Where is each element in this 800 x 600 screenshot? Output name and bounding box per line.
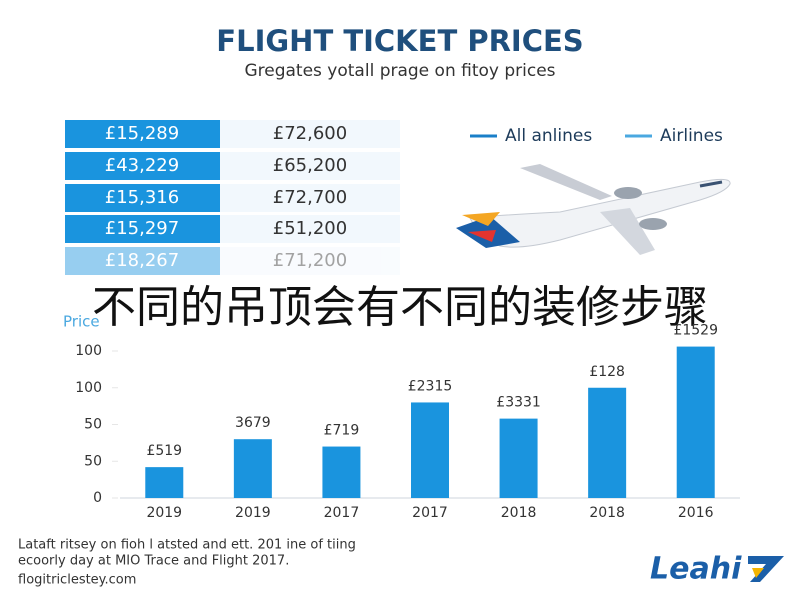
x-tick-label: 2017: [324, 505, 360, 521]
table-cell-text: £15,316: [105, 187, 179, 208]
title: FLIGHT TICKET PRICES: [216, 24, 583, 58]
table-cell: [65, 247, 220, 275]
x-tick-label: 2017: [412, 505, 448, 521]
price-table: £15,289 £72,600 £43,229 £65,200 £15,316 £72,7…: [65, 120, 400, 275]
table-cell-text: £65,200: [273, 155, 347, 176]
table-cell: [65, 152, 220, 180]
x-tick-label: 2018: [501, 505, 537, 521]
table-cell-text: £15,289: [105, 123, 179, 144]
footer-url: flogitriclestey.com: [18, 573, 136, 588]
logo: Leahi: [650, 552, 742, 587]
table-cell: [65, 215, 220, 243]
table-cell: [220, 247, 400, 275]
footer-note: ecoorly day at MIO Trace and Flight 2017…: [18, 554, 289, 569]
table-row: £15,316 £72,700: [65, 184, 400, 212]
subtitle: Gregates yotall prage on fitoy prices: [244, 61, 555, 81]
bar-annotation: £719: [324, 423, 360, 439]
footer-note: Lataft ritsey on fioh l atsted and ett. …: [18, 538, 356, 553]
table-cell: [220, 184, 400, 212]
table-cell: [220, 152, 400, 180]
airplane: [456, 164, 731, 255]
table-cell: [65, 120, 220, 148]
x-tick-label: 2019: [235, 505, 271, 521]
bar-annotation: £128: [589, 364, 625, 380]
table-cell-text: £15,297: [105, 218, 179, 239]
table-row: £15,297 £51,200: [65, 215, 400, 243]
y-tick-label: 0: [93, 490, 102, 506]
bar-annotation: £2315: [408, 378, 453, 394]
bar: [411, 402, 449, 498]
x-tick-label: 2018: [589, 505, 625, 521]
table-cell-text: £72,600: [273, 123, 347, 144]
x-tick-label: 2016: [678, 505, 714, 521]
table-cell: [65, 184, 220, 212]
y-tick-label: 50: [84, 453, 102, 469]
y-tick-label: 100: [75, 380, 102, 396]
bar: [145, 467, 184, 498]
table-row: £15,289 £72,600: [65, 120, 400, 148]
bar-annotation: £1529: [673, 323, 718, 339]
bar: [322, 446, 361, 498]
table-cell-text: £18,267: [105, 250, 179, 271]
table-cell-text: £43,229: [105, 155, 179, 176]
y-tick-label: 100: [75, 343, 102, 359]
table-cell-text: £72,700: [273, 187, 347, 208]
overlay-caption: 不同的吊顶会有不同的装修步骤: [92, 282, 708, 333]
logo-mark: [752, 568, 764, 578]
bar-annotation: £3331: [496, 395, 541, 411]
table-cell: [220, 120, 400, 148]
table-cell-text: £51,200: [273, 218, 347, 239]
table-row: £18,267 £71,200: [65, 247, 400, 275]
y-axis-label: Price: [63, 313, 100, 331]
bar: [233, 439, 272, 498]
bar-chart: 0 50 50 100 100 £519 2019 3679 2019 £719 2017 £2315…: [75, 323, 740, 521]
bar: [676, 346, 715, 498]
bar: [588, 387, 627, 498]
table-cell: [220, 215, 400, 243]
y-tick-label: 50: [84, 417, 102, 433]
table-row: £43,229 £65,200: [65, 152, 400, 180]
x-tick-label: 2019: [146, 505, 182, 521]
bar-annotation: 3679: [235, 415, 271, 431]
legend-label: All anlines: [505, 126, 592, 146]
legend-label: Airlines: [660, 126, 723, 146]
table-cell-text: £71,200: [273, 250, 347, 271]
bar-annotation: £519: [146, 443, 182, 459]
bar: [499, 418, 538, 498]
